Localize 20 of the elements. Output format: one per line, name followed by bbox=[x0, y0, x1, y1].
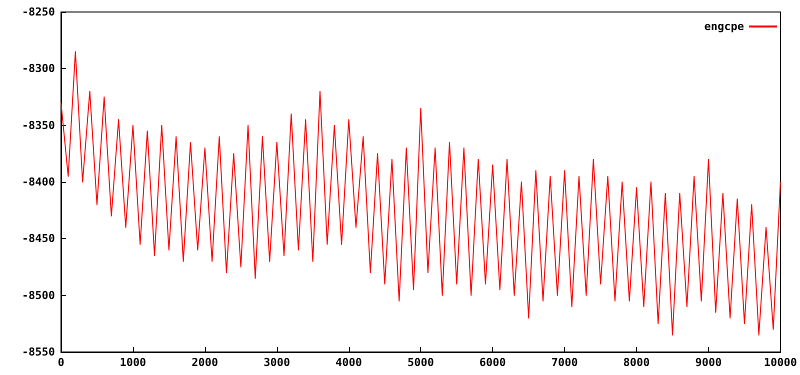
x-tick-label: 9000 bbox=[695, 356, 722, 369]
x-tick-label: 1000 bbox=[120, 356, 146, 369]
x-tick-label: 8000 bbox=[623, 356, 650, 369]
x-tick-label: 10000 bbox=[764, 356, 798, 369]
y-tick-label: -8350 bbox=[22, 118, 55, 132]
y-tick-label: -8400 bbox=[22, 176, 55, 188]
y-tick-label: -8550 bbox=[22, 346, 55, 358]
x-tick-label: 7000 bbox=[551, 356, 578, 369]
y-tick-label: -8250 bbox=[22, 6, 55, 18]
legend-label: engcpe bbox=[704, 20, 744, 33]
x-tick-label: 2000 bbox=[192, 356, 218, 369]
x-tick-label: 0 bbox=[58, 356, 64, 369]
x-tick-label: 3000 bbox=[264, 356, 290, 369]
y-tick-label: -8450 bbox=[22, 232, 55, 246]
x-tick-label: 5000 bbox=[407, 356, 434, 369]
line-series bbox=[60, 51, 781, 336]
y-tick-label: -8300 bbox=[22, 62, 55, 76]
x-tick-label: 6000 bbox=[479, 356, 506, 369]
y-tick-label: -8500 bbox=[22, 288, 55, 302]
x-tick-label: 4000 bbox=[336, 356, 362, 369]
